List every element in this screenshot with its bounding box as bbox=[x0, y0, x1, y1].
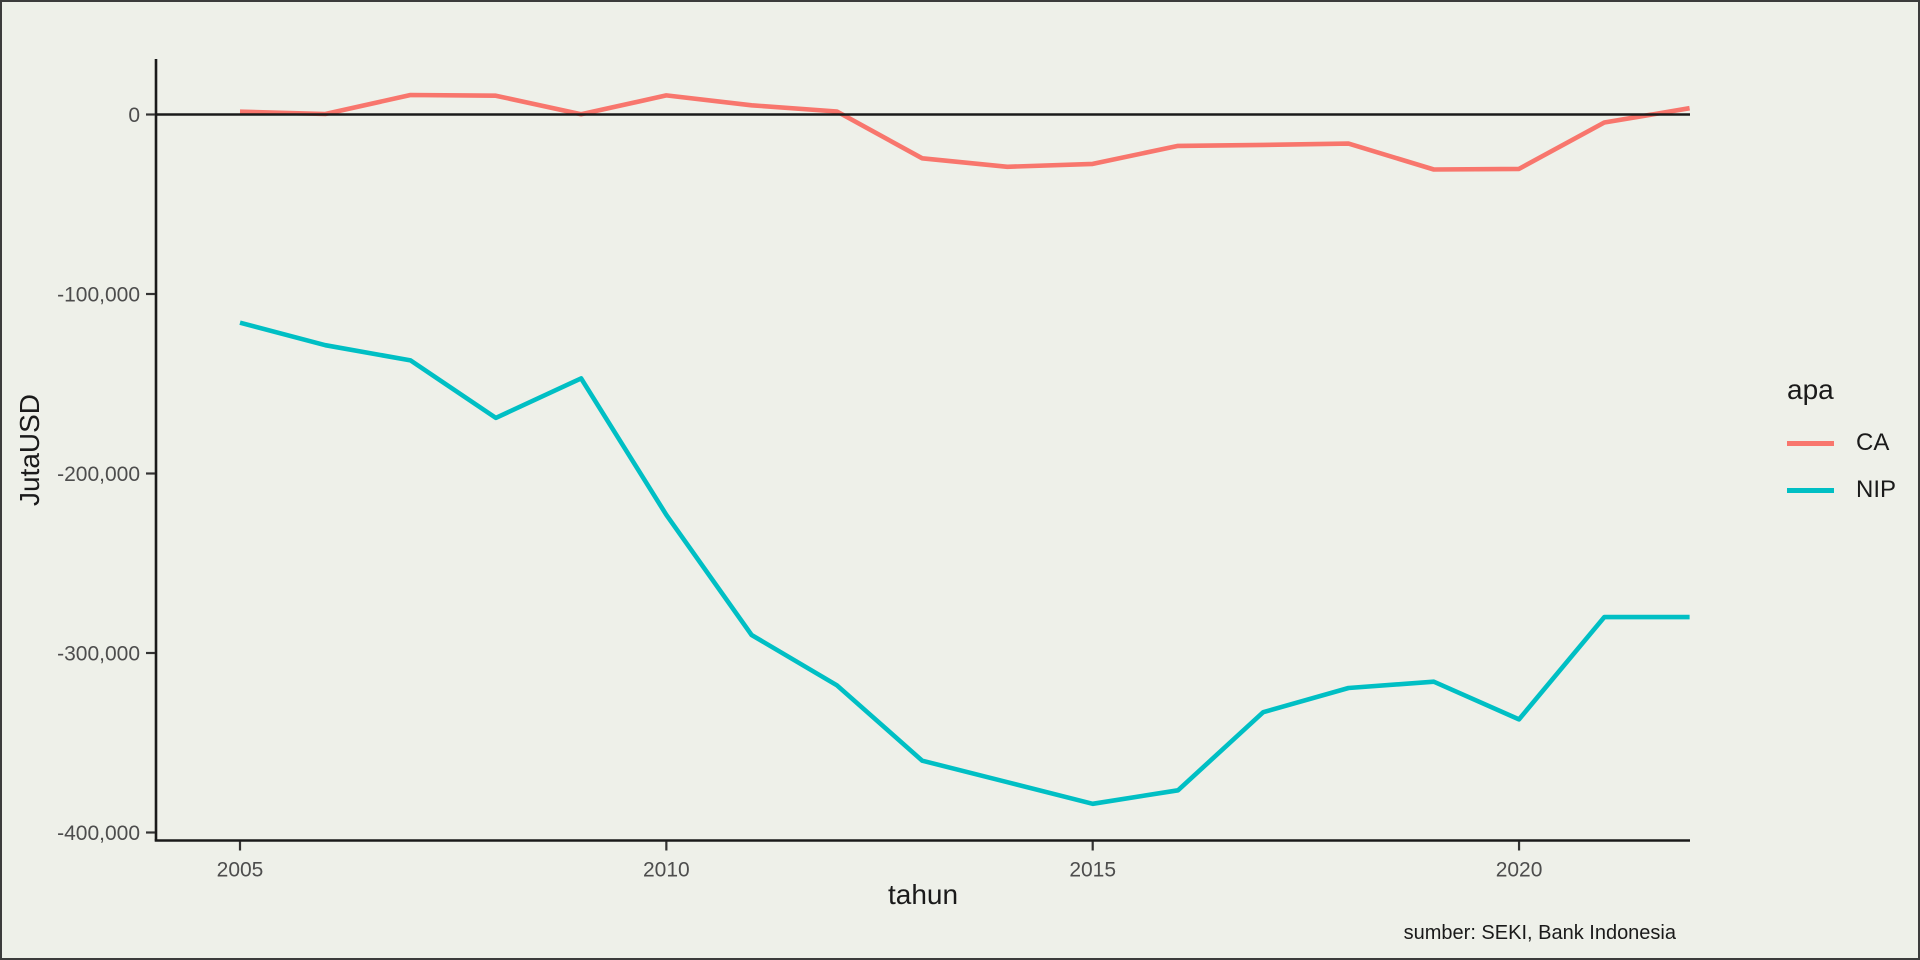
legend: apa CA NIP bbox=[1787, 374, 1896, 524]
series-line-nip bbox=[239, 320, 1690, 807]
x-axis-title: tahun bbox=[887, 879, 959, 910]
x-tick-label: 2010 bbox=[643, 859, 690, 882]
y-tick-label: -400,000 bbox=[57, 822, 140, 845]
y-tick-label: -200,000 bbox=[57, 463, 140, 486]
source-caption: sumber: SEKI, Bank Indonesia bbox=[1403, 922, 1676, 944]
y-tick-label: -100,000 bbox=[57, 284, 140, 307]
legend-label-ca: CA bbox=[1856, 429, 1890, 456]
x-tick-label: 2020 bbox=[1496, 859, 1543, 882]
legend-item-ca: CA bbox=[1787, 429, 1896, 456]
legend-swatch-ca bbox=[1787, 440, 1834, 446]
legend-swatch-nip bbox=[1787, 487, 1834, 493]
series-line-ca bbox=[239, 92, 1690, 172]
legend-item-nip: NIP bbox=[1787, 476, 1897, 503]
y-tick-label: -300,000 bbox=[57, 643, 140, 666]
legend-title: apa bbox=[1787, 374, 1834, 405]
y-axis-title: JutaUSD bbox=[14, 393, 45, 507]
x-tick-label: 2005 bbox=[217, 859, 264, 882]
y-tick-label: 0 bbox=[128, 104, 140, 127]
legend-label-nip: NIP bbox=[1856, 476, 1897, 503]
x-tick-label: 2015 bbox=[1069, 859, 1116, 882]
